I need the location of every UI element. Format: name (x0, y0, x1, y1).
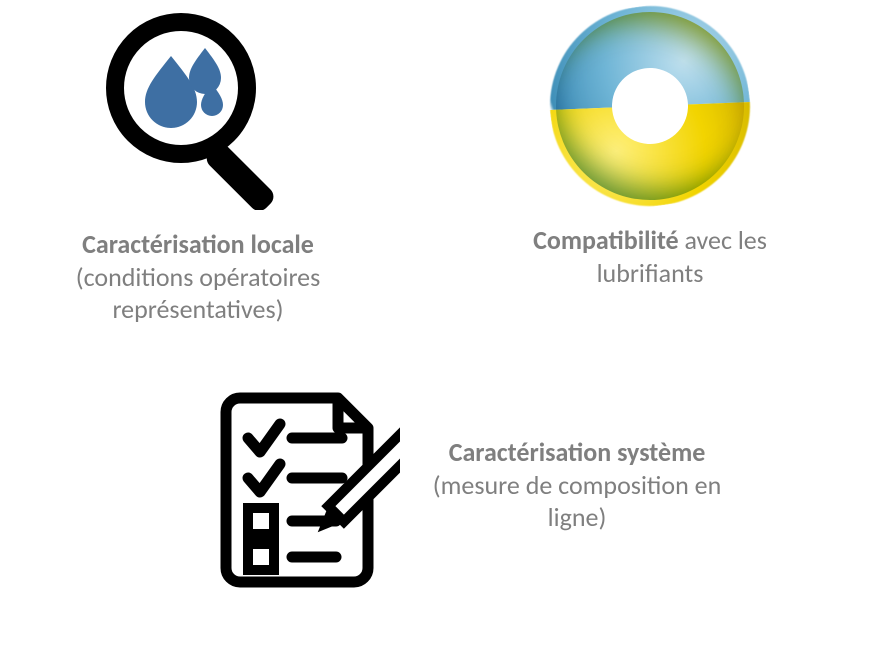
caption-system-bold: Caractérisation système (449, 436, 706, 468)
item-compatibility: Compatibilité avec les lubrifiants (470, 6, 830, 289)
fluid-swirl-icon (550, 6, 750, 206)
magnifier-drops-icon (93, 0, 303, 210)
caption-compat-bold: Compatibilité (533, 224, 679, 256)
caption-local-regular: (conditions opératoires représentatives) (76, 261, 321, 326)
caption-compat: Compatibilité avec les lubrifiants (480, 224, 820, 289)
caption-system: Caractérisation système (mesure de compo… (424, 436, 730, 534)
item-system-characterisation: Caractérisation système (mesure de compo… (210, 380, 730, 590)
item-local-characterisation: Caractérisation locale (conditions opéra… (18, 0, 378, 326)
caption-local-bold: Caractérisation locale (82, 228, 314, 260)
caption-system-regular: (mesure de composition en ligne) (433, 469, 722, 534)
caption-local: Caractérisation locale (conditions opéra… (28, 228, 368, 326)
checklist-pencil-icon (210, 380, 400, 590)
